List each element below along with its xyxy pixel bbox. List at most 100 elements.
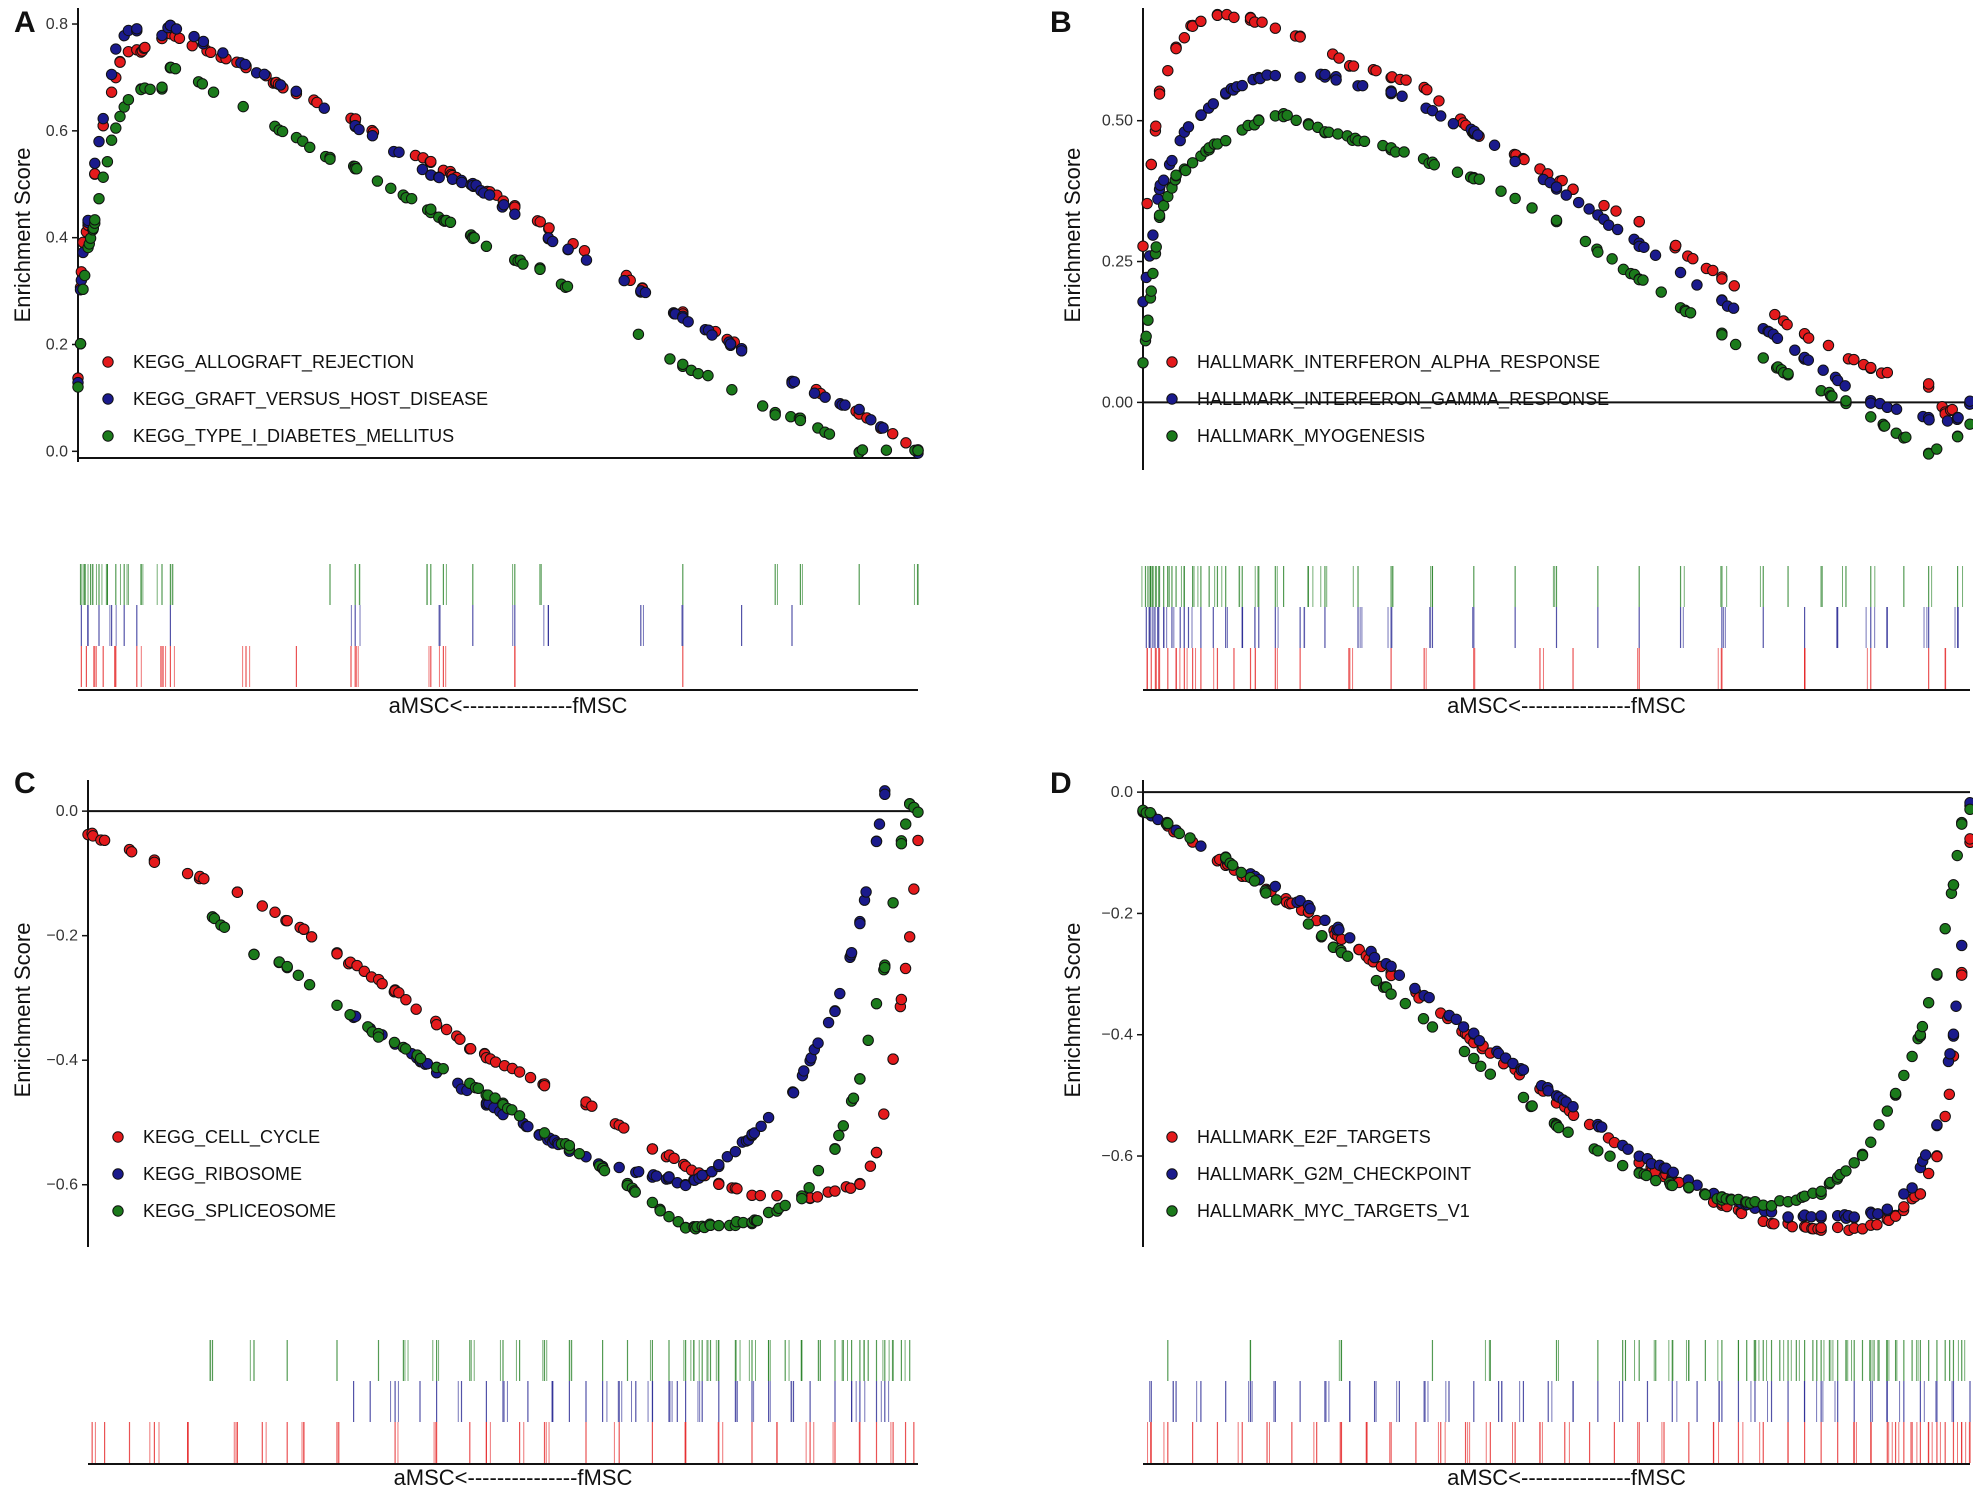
es-point (754, 1189, 766, 1202)
es-point (1353, 943, 1365, 956)
es-point (1956, 969, 1968, 981)
es-point (1881, 1105, 1894, 1117)
es-point (870, 1146, 883, 1159)
es-point (269, 906, 281, 918)
es-point (1417, 1013, 1430, 1025)
es-point (483, 189, 496, 201)
y-axis-title: Enrichment Score (1060, 148, 1085, 323)
es-point (1186, 20, 1199, 32)
es-point (696, 1169, 708, 1182)
legend-label: KEGG_GRAFT_VERSUS_HOST_DISEASE (133, 389, 488, 410)
es-point (724, 338, 737, 350)
es-point (196, 78, 209, 90)
y-tick-label: 0.50 (1102, 113, 1133, 130)
es-point (751, 1214, 764, 1227)
es-point (1433, 95, 1445, 107)
es-point (1939, 923, 1951, 935)
es-point (444, 216, 457, 229)
es-point (205, 46, 217, 59)
es-point (706, 329, 718, 341)
es-point (93, 135, 105, 148)
es-point (856, 444, 869, 456)
es-point (563, 1139, 576, 1152)
es-point (1768, 1218, 1780, 1230)
x-axis-title: aMSC<---------------fMSC (394, 1465, 633, 1487)
y-axis-title: Enrichment Score (10, 148, 35, 323)
es-point (281, 960, 293, 973)
y-tick-label: 0.25 (1102, 254, 1133, 271)
es-point (1931, 968, 1943, 980)
legend-label: HALLMARK_MYOGENESIS (1197, 426, 1425, 447)
es-point (1517, 1091, 1530, 1104)
es-point (1667, 1166, 1679, 1179)
es-point (1840, 1165, 1852, 1177)
es-point (1881, 366, 1894, 379)
es-point (1952, 412, 1964, 424)
es-point (131, 23, 143, 35)
es-point (1916, 1020, 1929, 1033)
es-point (580, 254, 593, 266)
es-point (89, 214, 101, 226)
es-point (454, 1033, 466, 1045)
es-point (331, 999, 343, 1011)
y-tick-label: −0.6 (1101, 1148, 1133, 1165)
es-point (794, 414, 807, 427)
es-point (762, 1111, 775, 1124)
es-point (1592, 1145, 1604, 1157)
es-point (198, 873, 210, 885)
hit-row-KEGG_RIBOSOME (353, 1381, 890, 1422)
es-point (862, 1034, 874, 1047)
y-tick-label: 0.0 (46, 443, 68, 460)
es-point (1684, 307, 1697, 319)
es-point (156, 81, 168, 93)
es-point (1666, 1179, 1678, 1192)
es-point (324, 153, 336, 165)
es-point (864, 1160, 877, 1172)
legend-key (102, 356, 114, 368)
es-point (1269, 22, 1282, 34)
es-point (318, 102, 330, 114)
es-point (248, 948, 260, 961)
es-point (1622, 1143, 1634, 1155)
es-point (1426, 1021, 1439, 1033)
es-point (1385, 960, 1397, 973)
es-point (870, 835, 883, 848)
es-point (1358, 135, 1371, 147)
es-point (1550, 181, 1563, 193)
es-point (912, 806, 924, 818)
es-point (1184, 832, 1196, 844)
es-point (1248, 875, 1261, 887)
es-point (388, 1036, 401, 1049)
es-point (169, 62, 182, 75)
es-point (1900, 431, 1912, 443)
legend-key (102, 393, 114, 405)
es-point (1596, 1121, 1608, 1133)
es-point (331, 948, 343, 960)
es-point (1831, 1221, 1844, 1234)
es-point (1922, 378, 1935, 390)
es-point (1637, 274, 1649, 286)
y-axis-title: Enrichment Score (10, 923, 35, 1098)
es-point (425, 155, 437, 168)
es-point (538, 1079, 551, 1092)
es-point (561, 280, 574, 293)
es-point (1253, 114, 1265, 127)
es-point (873, 818, 886, 830)
es-point (400, 993, 412, 1006)
es-point (829, 1185, 841, 1197)
es-point (829, 1005, 841, 1018)
legend-key (112, 1205, 124, 1217)
es-point (1144, 806, 1156, 819)
es-point (1611, 223, 1624, 236)
es-point (1236, 79, 1248, 92)
es-point (105, 68, 118, 81)
es-point (393, 987, 405, 999)
es-point (839, 399, 851, 411)
es-point (1517, 1064, 1530, 1076)
es-point (1396, 90, 1408, 102)
es-point (1786, 1220, 1798, 1233)
es-point (1562, 1126, 1574, 1138)
es-point (1270, 894, 1283, 906)
es-point (1473, 173, 1485, 185)
es-point (833, 1129, 845, 1142)
